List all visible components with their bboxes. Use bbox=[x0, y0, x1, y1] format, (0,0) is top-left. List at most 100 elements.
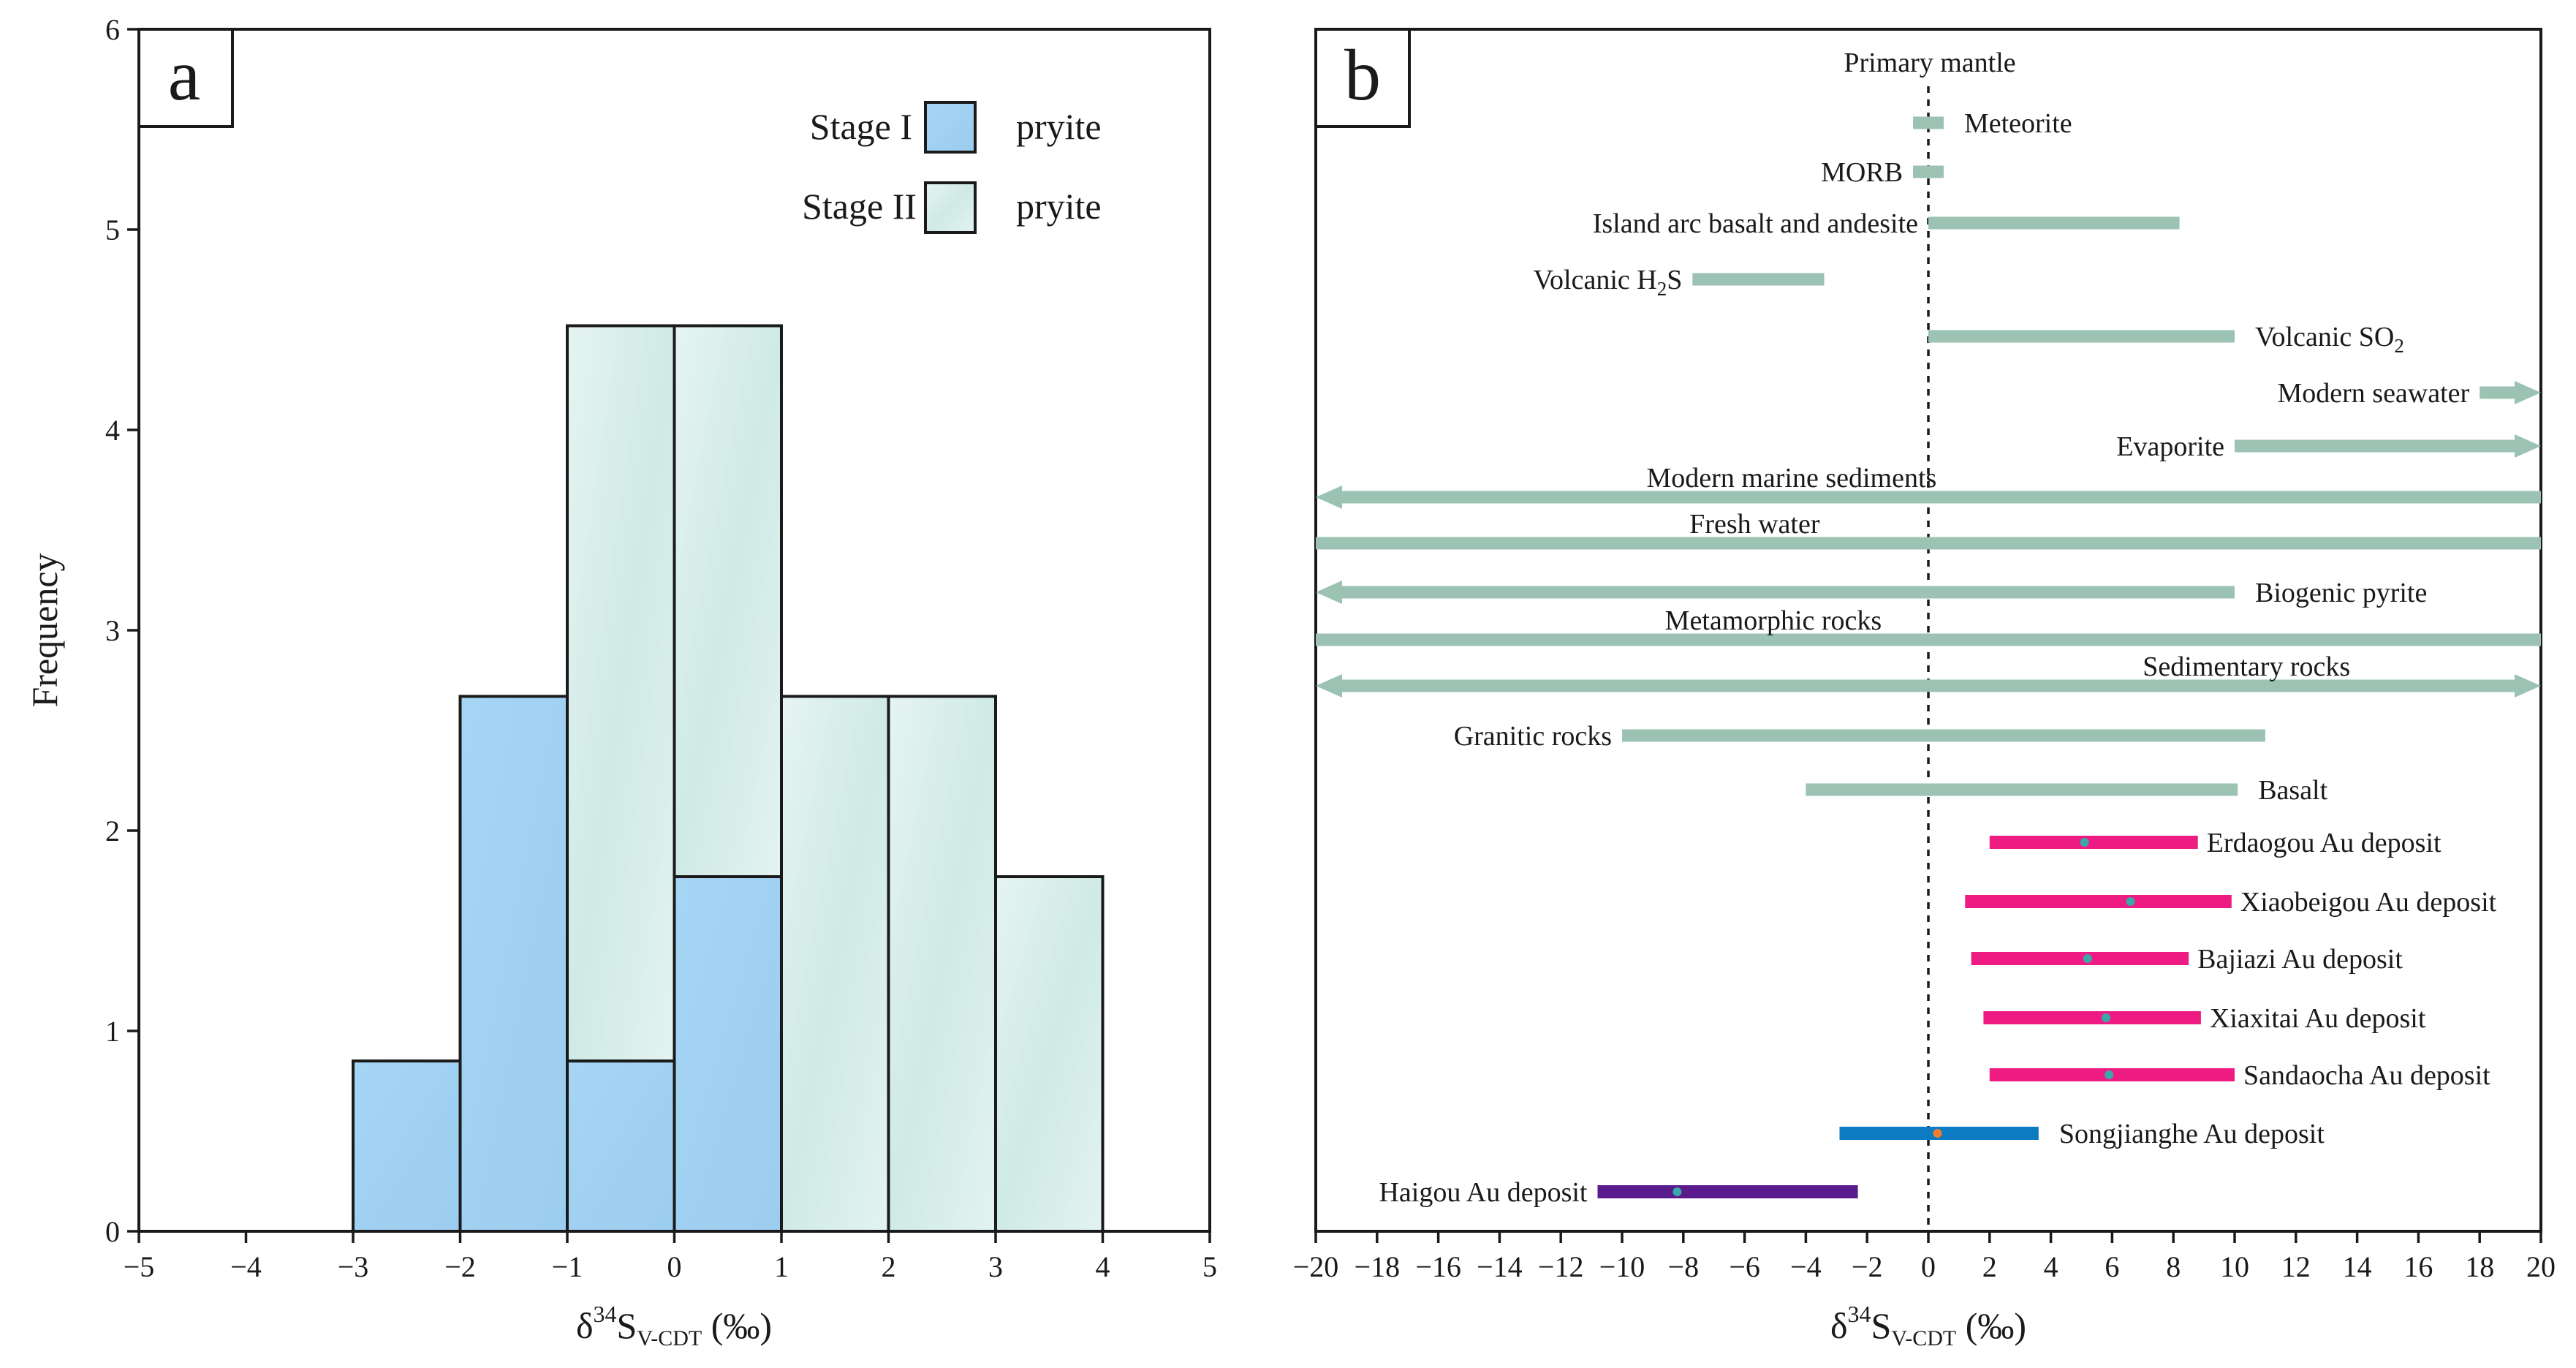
range-label: Basalt bbox=[2258, 775, 2327, 806]
range-label: Evaporite bbox=[2116, 431, 2224, 462]
mean-marker bbox=[1672, 1187, 1682, 1196]
range-biogenic-pyrite: Biogenic pyrite bbox=[1316, 578, 2427, 608]
range-label: Biogenic pyrite bbox=[2255, 578, 2427, 608]
legend-stage1-label: Stage I bbox=[810, 106, 912, 147]
range-label-text: Xiaobeigou Au deposit bbox=[2240, 887, 2497, 918]
range-label: Meteorite bbox=[1964, 108, 2072, 139]
bar-stage-ii-bin-3 bbox=[673, 324, 783, 879]
panel-b-letter-box bbox=[1314, 28, 1411, 128]
range-label: Erdaogou Au deposit bbox=[2207, 828, 2441, 858]
x-tick-label: 0 bbox=[667, 1250, 682, 1283]
range-label: Bajiazi Au deposit bbox=[2197, 944, 2403, 975]
x-tick-label: −1 bbox=[552, 1250, 583, 1283]
x-tick-label: −5 bbox=[124, 1250, 155, 1283]
x-tick-label: 2 bbox=[882, 1250, 896, 1283]
x-tick-label-b: 14 bbox=[2343, 1250, 2372, 1283]
bar-stage-i-bin-0 bbox=[352, 1059, 462, 1233]
x-tick-label-b: −4 bbox=[1790, 1250, 1822, 1283]
range-label: Haigou Au deposit bbox=[1379, 1177, 1587, 1208]
range-label: Volcanic SO2 bbox=[2255, 322, 2404, 357]
range-songjianghe-au-deposit: Songjianghe Au deposit bbox=[1839, 1119, 2325, 1149]
panel-a-letter: a bbox=[168, 34, 200, 116]
range-label-text: Biogenic pyrite bbox=[2255, 578, 2427, 608]
range-label-text: Modern seawater bbox=[2277, 378, 2469, 409]
x-axis-label-b-sup: 34 bbox=[1848, 1301, 1871, 1327]
x-tick-label: −3 bbox=[338, 1250, 369, 1283]
range-bajiazi-au-deposit: Bajiazi Au deposit bbox=[1971, 944, 2403, 975]
x-tick-label: −4 bbox=[230, 1250, 262, 1283]
legend-stage2-swatch bbox=[924, 181, 977, 234]
x-tick-label-b: −10 bbox=[1599, 1250, 1645, 1283]
range-modern-seawater: Modern seawater bbox=[2277, 378, 2541, 409]
legend: Stage I pryite Stage II pryite bbox=[802, 101, 1102, 234]
panel-a-letter-box bbox=[137, 28, 234, 128]
range-label-text: Xiaxitai Au deposit bbox=[2210, 1003, 2426, 1034]
x-axis-label-s: S bbox=[617, 1305, 637, 1346]
x-axis-label-b-unit: (‰) bbox=[1956, 1305, 2026, 1346]
x-axis-ticks: −5 −4 −3 −2 −1 0 1 2 3 4 5 bbox=[124, 1231, 1217, 1283]
range-morb: MORB bbox=[1821, 157, 1944, 188]
mean-marker bbox=[2105, 1070, 2114, 1079]
x-tick-label-b: −18 bbox=[1355, 1250, 1401, 1283]
arrow-right-head bbox=[2515, 381, 2541, 404]
arrow-left-head bbox=[1316, 581, 1342, 604]
bar-stage-ii-bin-5 bbox=[887, 695, 997, 1233]
range-label-subscript: 2 bbox=[2394, 335, 2404, 357]
bar-stage-ii-bin-2 bbox=[566, 324, 676, 1063]
x-tick-label-b: 16 bbox=[2403, 1250, 2433, 1283]
range-label: Xiaobeigou Au deposit bbox=[2240, 887, 2497, 918]
range-label-text: Sedimentary rocks bbox=[2143, 651, 2350, 682]
range-modern-marine-sediments: Modern marine sediments bbox=[1316, 463, 2541, 509]
x-tick-label-b: 4 bbox=[2044, 1250, 2058, 1283]
range-label-text: Erdaogou Au deposit bbox=[2207, 828, 2441, 858]
x-tick-label: 1 bbox=[774, 1250, 789, 1283]
bar-stage-i-bin-1 bbox=[458, 695, 569, 1233]
range-basalt: Basalt bbox=[1806, 775, 2328, 806]
x-tick-label: 5 bbox=[1202, 1250, 1217, 1283]
range-label: MORB bbox=[1821, 157, 1903, 188]
range-xiaobeigou-au-deposit: Xiaobeigou Au deposit bbox=[1965, 887, 2497, 918]
legend-stage2-suffix: pryite bbox=[1016, 186, 1102, 227]
range-label-text: Haigou Au deposit bbox=[1379, 1177, 1587, 1208]
range-label-text: Fresh water bbox=[1689, 509, 1820, 540]
range-sandaocha-au-deposit: Sandaocha Au deposit bbox=[1989, 1060, 2490, 1091]
bar-stage-ii-bin-6 bbox=[994, 875, 1105, 1233]
x-tick-label: 3 bbox=[988, 1250, 1003, 1283]
range-label-text: Evaporite bbox=[2116, 431, 2224, 462]
x-tick-label-b: 20 bbox=[2526, 1250, 2556, 1283]
x-axis-label-b-delta: δ bbox=[1830, 1305, 1848, 1346]
x-axis-label-sub: V-CDT bbox=[637, 1326, 702, 1350]
mean-marker bbox=[2080, 838, 2089, 847]
y-tick-label: 4 bbox=[105, 414, 120, 447]
x-axis-label-b-sub: V-CDT bbox=[1891, 1326, 1956, 1350]
x-tick-label-b: 2 bbox=[1982, 1250, 1997, 1283]
range-label-text: Basalt bbox=[2258, 775, 2327, 806]
x-axis-label-b: δ34SV-CDT (‰) bbox=[1830, 1301, 2026, 1350]
range-label-text: Volcanic SO bbox=[2255, 322, 2394, 352]
y-tick-label: 1 bbox=[105, 1015, 120, 1048]
range-meteorite: Meteorite bbox=[1913, 108, 2072, 139]
primary-mantle-label: Primary mantle bbox=[1844, 48, 2015, 78]
y-tick-label: 2 bbox=[105, 815, 120, 847]
range-label-text: Granitic rocks bbox=[1454, 721, 1612, 752]
mean-marker bbox=[2126, 897, 2135, 906]
arrow-left-head bbox=[1316, 674, 1342, 698]
range-label: Fresh water bbox=[1689, 509, 1820, 540]
x-axis-label-sup: 34 bbox=[594, 1301, 617, 1327]
panel-b: Primary mantle Meteorite MORB Island arc b… bbox=[1293, 28, 2556, 1350]
arrow-right-head bbox=[2515, 674, 2541, 698]
range-fresh-water: Fresh water bbox=[1316, 509, 2541, 550]
range-label: Xiaxitai Au deposit bbox=[2210, 1003, 2426, 1034]
range-label-text: Sandaocha Au deposit bbox=[2243, 1060, 2490, 1091]
y-tick-label: 5 bbox=[105, 213, 120, 246]
bar-stage-i-bin-2 bbox=[566, 1059, 676, 1233]
mean-marker bbox=[2083, 954, 2092, 963]
range-label: Metamorphic rocks bbox=[1665, 605, 1882, 636]
arrow-left-head bbox=[1316, 485, 1342, 509]
range-label: Songjianghe Au deposit bbox=[2059, 1119, 2325, 1149]
range-volcanic-so2: Volcanic SO2 bbox=[1928, 322, 2404, 357]
x-axis-ticks-b: −20 −18 −16 −14 −12 −10 −8 −6 −4 −2 0 2 4 6 8 10 12 14 16 1… bbox=[1293, 1231, 2556, 1283]
range-haigou-au-deposit: Haigou Au deposit bbox=[1379, 1177, 1858, 1208]
